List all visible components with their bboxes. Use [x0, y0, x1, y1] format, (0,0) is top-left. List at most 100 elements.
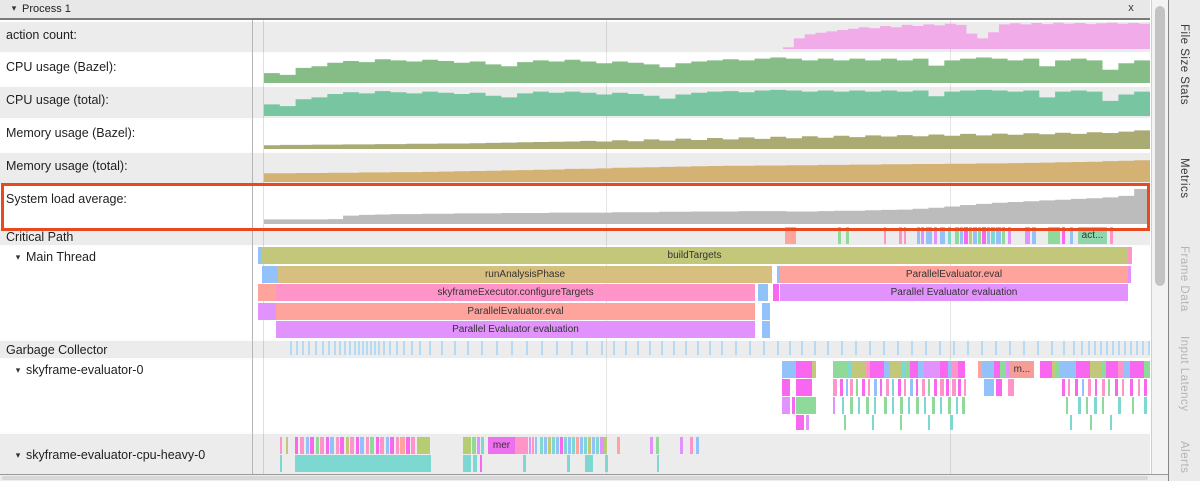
trace-slice-labeled[interactable]: Parallel Evaluator evaluation: [780, 284, 1128, 301]
gc-event-tick[interactable]: [571, 341, 573, 355]
trace-slice[interactable]: [948, 361, 952, 378]
trace-slice[interactable]: [916, 379, 918, 396]
trace-slice[interactable]: [958, 361, 965, 378]
trace-slice[interactable]: [295, 455, 431, 472]
trace-slice[interactable]: [1070, 227, 1073, 244]
trace-slice[interactable]: [1076, 361, 1090, 378]
trace-slice[interactable]: [690, 437, 693, 454]
trace-slice[interactable]: [956, 397, 958, 414]
trace-slice[interactable]: [862, 379, 865, 396]
trace-slice[interactable]: [904, 227, 906, 244]
gc-event-tick[interactable]: [649, 341, 651, 355]
gc-event-tick[interactable]: [1063, 341, 1065, 355]
trace-slice[interactable]: [1032, 227, 1036, 244]
trace-slice-labeled[interactable]: runAnalysisPhase: [278, 266, 772, 283]
gc-event-tick[interactable]: [396, 341, 398, 355]
trace-slice[interactable]: [656, 437, 659, 454]
trace-slice[interactable]: [258, 247, 261, 264]
trace-slice[interactable]: [880, 379, 882, 396]
horizontal-scrollbar-thumb[interactable]: [2, 476, 1148, 480]
gc-event-tick[interactable]: [429, 341, 431, 355]
main-thread-span-row-1[interactable]: runAnalysisPhase ParallelEvaluator.eval: [0, 266, 1150, 283]
trace-slice[interactable]: [366, 437, 369, 454]
trace-slice[interactable]: [280, 437, 282, 454]
trace-slice[interactable]: [940, 227, 945, 244]
trace-slice[interactable]: [1102, 361, 1106, 378]
gc-event-tick[interactable]: [1094, 341, 1096, 355]
gc-event-tick[interactable]: [721, 341, 723, 355]
gc-event-tick[interactable]: [328, 341, 330, 355]
trace-slice[interactable]: [1138, 379, 1140, 396]
gc-event-tick[interactable]: [511, 341, 513, 355]
evaluator0-span-row-2[interactable]: [0, 397, 1150, 414]
gc-event-tick[interactable]: [1023, 341, 1025, 355]
gc-event-tick[interactable]: [1037, 341, 1039, 355]
trace-slice[interactable]: [996, 227, 1001, 244]
trace-slice[interactable]: [856, 379, 858, 396]
trace-slice[interactable]: [838, 227, 841, 244]
gc-event-tick[interactable]: [370, 341, 372, 355]
trace-slice[interactable]: [984, 379, 994, 396]
gc-event-tick[interactable]: [637, 341, 639, 355]
cpu-total-chart[interactable]: [264, 87, 1150, 116]
trace-slice[interactable]: [812, 361, 816, 378]
trace-slice[interactable]: [1086, 397, 1088, 414]
trace-slice[interactable]: [696, 437, 699, 454]
trace-slice[interactable]: [796, 397, 816, 414]
trace-slice[interactable]: [916, 397, 919, 414]
trace-slice[interactable]: [1132, 397, 1134, 414]
gc-event-tick[interactable]: [1148, 341, 1150, 355]
trace-slice[interactable]: [868, 379, 870, 396]
trace-slice[interactable]: [964, 227, 968, 244]
gc-event-tick[interactable]: [290, 341, 292, 355]
trace-slice[interactable]: [884, 227, 886, 244]
gc-event-tick[interactable]: [1142, 341, 1144, 355]
trace-slice[interactable]: [535, 437, 537, 454]
trace-slice[interactable]: [866, 397, 869, 414]
trace-slice[interactable]: [316, 437, 319, 454]
trace-slice[interactable]: [1056, 361, 1060, 378]
trace-slice[interactable]: [556, 437, 559, 454]
trace-slice[interactable]: [340, 437, 344, 454]
trace-slice[interactable]: [952, 379, 956, 396]
trace-slice[interactable]: [406, 437, 410, 454]
trace-slice[interactable]: [376, 437, 379, 454]
trace-slice[interactable]: [1075, 379, 1078, 396]
trace-slice[interactable]: [473, 455, 477, 472]
trace-slice[interactable]: [360, 437, 364, 454]
trace-slice[interactable]: [978, 361, 982, 378]
gc-event-tick[interactable]: [939, 341, 941, 355]
gc-event-tick[interactable]: [1112, 341, 1114, 355]
gc-event-tick[interactable]: [481, 341, 483, 355]
trace-slice[interactable]: [833, 379, 837, 396]
trace-slice[interactable]: [604, 437, 607, 454]
trace-slice[interactable]: [1095, 379, 1097, 396]
trace-slice[interactable]: [846, 379, 848, 396]
trace-slice[interactable]: [1002, 227, 1005, 244]
trace-slice[interactable]: [567, 455, 570, 472]
trace-slice[interactable]: [1078, 397, 1081, 414]
trace-slice[interactable]: [1090, 415, 1092, 430]
trace-slice[interactable]: [600, 437, 604, 454]
trace-slice-labeled[interactable]: ParallelEvaluator.eval: [780, 266, 1128, 283]
trace-slice[interactable]: [921, 227, 924, 244]
gc-event-tick[interactable]: [749, 341, 751, 355]
trace-slice[interactable]: [973, 227, 977, 244]
trace-slice[interactable]: [932, 397, 935, 414]
trace-slice[interactable]: [991, 227, 995, 244]
cpu-bazel-chart[interactable]: [264, 54, 1150, 83]
trace-slice[interactable]: [320, 437, 324, 454]
trace-slice[interactable]: [982, 227, 986, 244]
gc-event-tick[interactable]: [601, 341, 603, 355]
trace-slice[interactable]: [1110, 415, 1112, 430]
trace-slice[interactable]: [1128, 247, 1132, 264]
trace-slice[interactable]: [1006, 361, 1010, 378]
trace-slice[interactable]: [842, 397, 844, 414]
gc-track[interactable]: [0, 341, 1150, 355]
trace-slice[interactable]: [904, 379, 906, 396]
trace-slice[interactable]: [1062, 227, 1065, 244]
trace-slice[interactable]: [969, 227, 972, 244]
trace-slice[interactable]: [1008, 227, 1011, 244]
trace-slice[interactable]: [356, 437, 359, 454]
trace-slice[interactable]: [1052, 361, 1056, 378]
